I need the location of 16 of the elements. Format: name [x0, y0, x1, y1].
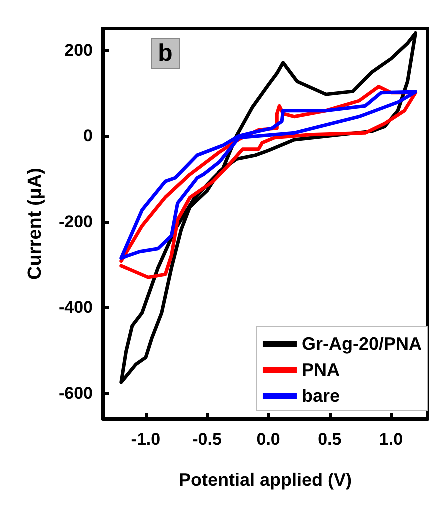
x-axis-title: Potential applied (V)	[178, 470, 352, 490]
y-tick-label: 200	[64, 40, 93, 60]
y-tick-label: -600	[58, 384, 93, 403]
annotation: b	[158, 40, 173, 67]
legend-label: Gr-Ag-20/PNA	[302, 334, 422, 354]
y-tick-label: -200	[58, 212, 93, 232]
y-tick-label: 0	[84, 126, 93, 146]
y-tick-label: -400	[58, 298, 93, 318]
x-tick-label: 1.0	[379, 430, 404, 449]
legend-label: PNA	[302, 360, 340, 380]
y-axis-title: Current (μA)	[25, 168, 46, 280]
x-tick-label: 0.5	[318, 430, 342, 449]
x-tick-label: -0.5	[192, 430, 222, 449]
x-tick-label: 0.0	[256, 430, 280, 449]
legend-label: bare	[302, 386, 340, 406]
x-tick-label: -1.0	[131, 430, 161, 449]
